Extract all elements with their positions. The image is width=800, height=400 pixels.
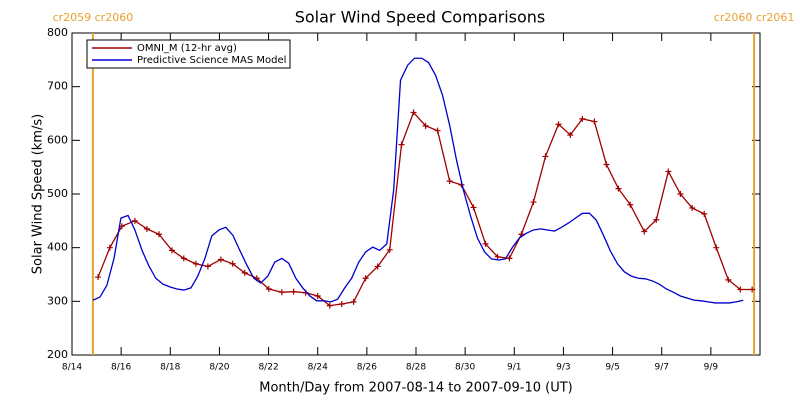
x-tick-label: 8/18	[160, 363, 180, 373]
data-point	[155, 231, 162, 238]
data-point	[579, 115, 586, 122]
data-point	[192, 260, 199, 267]
data-point	[143, 225, 150, 232]
y-axis-label: Solar Wind Speed (km/s)	[31, 114, 46, 274]
data-point	[338, 301, 345, 308]
data-point	[278, 289, 285, 296]
x-tick-label: 8/14	[62, 363, 82, 373]
data-point	[591, 118, 598, 125]
annotation-label: cr2060 cr2061	[714, 11, 795, 24]
data-point	[506, 255, 513, 262]
data-point	[701, 210, 708, 217]
y-tick-label: 300	[47, 294, 68, 307]
x-tick-label: 8/26	[357, 363, 377, 373]
x-tick-label: 9/5	[605, 363, 619, 373]
data-point	[229, 260, 236, 267]
y-tick-label: 200	[47, 348, 68, 361]
data-point	[542, 153, 549, 160]
data-point	[386, 246, 393, 253]
data-point	[350, 298, 357, 305]
data-point	[677, 191, 684, 197]
data-point	[615, 185, 622, 192]
data-point	[290, 288, 297, 295]
x-tick-label: 8/28	[406, 363, 426, 373]
y-tick-label: 800	[47, 26, 68, 39]
legend-label: OMNI_M (12-hr avg)	[137, 43, 237, 54]
data-point	[653, 216, 660, 223]
data-point	[482, 240, 489, 247]
data-point	[204, 263, 211, 270]
x-tick-label: 9/9	[704, 363, 719, 373]
data-point	[398, 141, 405, 148]
data-point	[567, 131, 574, 138]
x-tick-label: 8/24	[308, 363, 328, 373]
x-tick-label: 8/16	[111, 363, 131, 373]
data-point	[131, 217, 138, 224]
x-tick-label: 9/7	[654, 363, 668, 373]
data-point	[169, 247, 176, 254]
data-point	[241, 269, 248, 276]
data-point	[713, 244, 720, 251]
x-axis-label: Month/Day from 2007-08-14 to 2007-09-10 …	[259, 381, 572, 396]
data-point	[627, 201, 634, 208]
series-line	[92, 57, 744, 304]
data-point	[410, 109, 417, 116]
data-point	[217, 256, 224, 263]
data-point	[265, 285, 272, 292]
data-point	[530, 199, 537, 206]
x-tick-label: 9/1	[507, 363, 521, 373]
data-point	[314, 292, 321, 299]
data-point	[95, 274, 102, 281]
data-point	[434, 127, 441, 134]
data-point	[749, 286, 756, 293]
data-point	[737, 286, 744, 293]
data-point	[106, 244, 113, 251]
legend-label: Predictive Science MAS Model	[137, 55, 286, 66]
data-point	[446, 178, 453, 185]
x-tick-label: 8/30	[455, 363, 475, 373]
data-point	[665, 168, 672, 175]
data-point	[470, 204, 477, 211]
data-point	[362, 275, 369, 282]
series-line	[97, 111, 753, 307]
annotation-label: cr2059 cr2060	[53, 11, 134, 24]
data-point	[326, 302, 333, 309]
data-point	[603, 161, 610, 168]
legend-box	[86, 39, 291, 69]
data-point	[374, 263, 381, 270]
x-tick-label: 8/20	[209, 363, 229, 373]
data-point	[725, 276, 732, 283]
data-point	[689, 204, 696, 211]
x-tick-label: 8/22	[258, 363, 278, 373]
y-tick-label: 700	[47, 80, 68, 93]
y-tick-label: 500	[47, 187, 68, 200]
data-point	[494, 253, 501, 260]
data-point	[641, 228, 648, 235]
x-tick-label: 9/3	[556, 363, 570, 373]
y-tick-label: 400	[47, 241, 68, 254]
data-point	[555, 121, 562, 128]
data-point	[180, 255, 187, 262]
data-point	[422, 122, 429, 129]
plot-frame	[71, 32, 761, 356]
chart-title: Solar Wind Speed Comparisons	[295, 8, 546, 27]
y-tick-label: 600	[47, 133, 68, 146]
